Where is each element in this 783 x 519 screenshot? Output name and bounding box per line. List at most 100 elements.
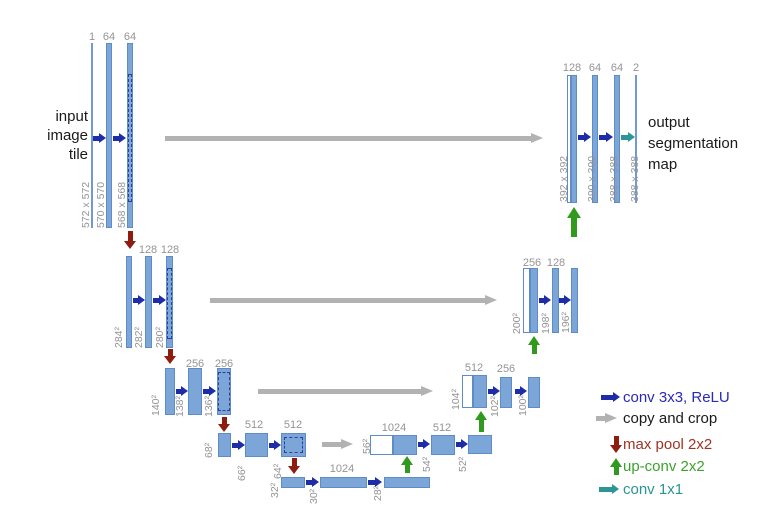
size-label: 100² [517,394,529,416]
channel-count-label: 512 [244,419,264,431]
conv-arrow [232,439,245,451]
conv-arrow [515,385,527,397]
feature-map [145,256,152,348]
conv-arrow [269,439,281,451]
upconv-arrow [528,336,540,354]
size-label: 140² [150,394,162,416]
channel-count-label: 64 [102,31,116,43]
legend-label-maxpool: max pool 2x2 [623,436,713,453]
size-label: 388 x 388 [629,155,641,202]
conv-arrow [133,294,145,306]
feature-map [635,75,637,203]
feature-map [106,43,112,228]
conv1-arrow [621,131,635,143]
channel-count-label: 512 [464,362,484,374]
feature-map [528,377,540,408]
conv-arrow [113,132,126,144]
feature-map-crop-outline [281,433,306,457]
size-label: 138² [174,395,186,417]
size-label: 102² [489,395,501,417]
output-label-line3: map [648,156,678,173]
feature-map [571,75,577,203]
feature-map [281,477,305,488]
input-label-line2: image [47,127,88,144]
upconv-arrow [567,207,581,237]
legend-label-copy-crop: copy and crop [623,410,718,427]
size-label: 388 x 388 [608,155,620,202]
channel-count-label: 128 [562,62,582,74]
upconv-arrow [475,411,487,432]
crop-dash-outline [128,74,132,202]
channel-count-label: 1024 [381,422,407,434]
feature-map [468,435,492,454]
channel-count-label: 128 [138,244,158,256]
legend-conv1x1-arrow-icon [599,483,619,495]
size-label: 280² [154,326,166,348]
copied-feature-map [462,375,473,408]
feature-map [552,268,559,333]
crop-dash-outline [167,268,172,339]
size-label: 284² [113,326,125,348]
feature-map-crop-outline [217,368,231,415]
conv-arrow [203,385,216,397]
channel-count-label: 1 [88,31,96,43]
conv-arrow [599,131,613,143]
size-label: 54² [421,456,433,472]
pool-arrow [124,231,136,249]
copy-arrow [258,385,433,397]
feature-map [614,75,620,203]
legend-label-conv3x3: conv 3x3, ReLU [623,389,730,406]
channel-count-label: 512 [283,419,303,431]
feature-map [473,375,487,408]
conv-arrow [306,476,319,488]
upconv-arrow [401,456,413,473]
copied-feature-map [523,268,530,333]
channel-count-label: 1024 [329,463,355,475]
copy-arrow [322,438,353,450]
size-label: 64² [272,463,284,479]
feature-map [126,256,132,348]
pool-arrow [288,458,300,474]
crop-dash-outline [218,372,230,411]
size-label: 104² [450,388,462,410]
legend-label-conv1x1: conv 1x1 [623,481,684,498]
conv-arrow [176,385,188,397]
channel-count-label: 256 [522,257,542,269]
channel-count-label: 64 [123,31,137,43]
feature-map [384,477,430,488]
output-label-line2: segmentation [648,135,739,152]
size-label: 570 x 570 [95,181,107,228]
channel-count-label: 128 [160,244,180,256]
feature-map-crop-outline [166,256,173,348]
size-label: 68² [203,442,215,458]
feature-map [500,377,512,408]
channel-count-label: 128 [546,257,566,269]
size-label: 282² [133,326,145,348]
size-label: 32² [269,482,281,498]
feature-map [320,477,367,488]
channel-count-label: 256 [185,358,205,370]
size-label: 390 x 390 [586,155,598,202]
pool-arrow [164,349,176,364]
conv-arrow [153,294,166,306]
conv-arrow [559,294,571,306]
channel-count-label: 2 [632,62,640,74]
copied-feature-map [567,75,571,203]
feature-map [530,268,538,333]
size-label: 28² [372,485,384,501]
size-label: 52² [457,456,469,472]
size-label: 196² [560,311,572,333]
conv-arrow [368,476,382,488]
copy-arrow [165,132,543,144]
output-segmentation-map-label: output segmentation map [648,112,738,175]
feature-map [571,268,578,333]
feature-map [188,368,202,415]
feature-map [218,433,231,457]
copied-feature-map [370,435,393,455]
conv-arrow [93,132,106,144]
size-label: 200² [511,312,523,334]
feature-map [431,435,455,455]
legend-upconv-arrow-icon [610,458,622,475]
input-image-tile-label: input image tile [47,107,88,164]
